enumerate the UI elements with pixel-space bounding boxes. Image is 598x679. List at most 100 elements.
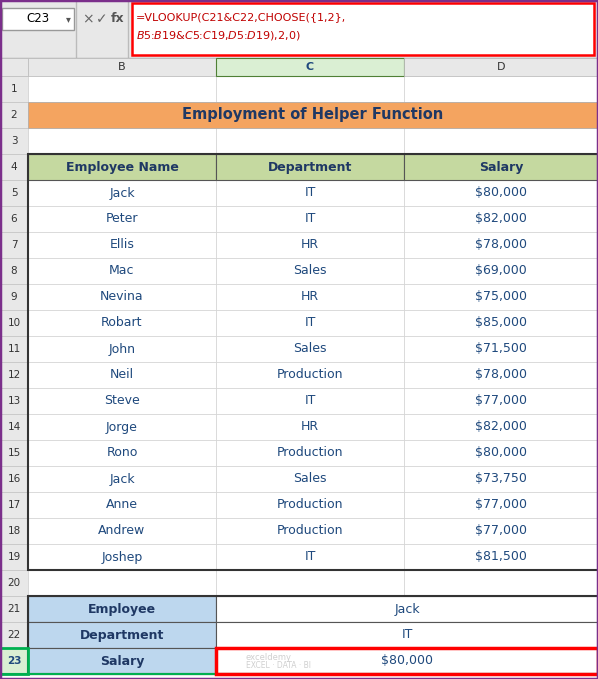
Bar bbox=[28, 622, 216, 648]
Text: exceldemy: exceldemy bbox=[246, 653, 292, 661]
Bar bbox=[0, 128, 28, 154]
Text: IT: IT bbox=[304, 187, 316, 200]
Text: B: B bbox=[118, 62, 126, 72]
Text: Sales: Sales bbox=[293, 342, 327, 356]
Text: Sales: Sales bbox=[293, 265, 327, 278]
Bar bbox=[0, 58, 28, 76]
Text: 23: 23 bbox=[7, 656, 22, 666]
Text: IT: IT bbox=[401, 629, 413, 642]
Text: 20: 20 bbox=[7, 578, 20, 588]
Bar bbox=[216, 58, 404, 76]
Text: Andrew: Andrew bbox=[99, 524, 146, 538]
Bar bbox=[28, 622, 216, 648]
Text: 16: 16 bbox=[7, 474, 20, 484]
Bar bbox=[216, 388, 404, 414]
Bar bbox=[216, 518, 404, 544]
Bar bbox=[28, 336, 216, 362]
Bar bbox=[404, 180, 598, 206]
Text: $77,000: $77,000 bbox=[475, 498, 527, 511]
Bar bbox=[404, 154, 598, 180]
Bar bbox=[0, 58, 598, 76]
Text: C23: C23 bbox=[26, 12, 50, 26]
Text: $80,000: $80,000 bbox=[475, 187, 527, 200]
Bar bbox=[216, 440, 404, 466]
Bar bbox=[0, 518, 28, 544]
Text: Employee Name: Employee Name bbox=[66, 160, 178, 174]
Bar bbox=[28, 596, 598, 674]
Bar bbox=[404, 310, 598, 336]
Bar bbox=[0, 154, 28, 180]
Text: $80,000: $80,000 bbox=[475, 447, 527, 460]
Bar bbox=[0, 440, 28, 466]
Text: Jack: Jack bbox=[109, 473, 135, 485]
Bar bbox=[0, 206, 28, 232]
Text: Mac: Mac bbox=[109, 265, 135, 278]
Text: 18: 18 bbox=[7, 526, 20, 536]
Bar bbox=[0, 414, 28, 440]
Bar bbox=[404, 492, 598, 518]
Bar bbox=[216, 492, 404, 518]
Bar bbox=[216, 596, 404, 622]
Bar bbox=[28, 596, 216, 622]
Text: Department: Department bbox=[268, 160, 352, 174]
Text: =VLOOKUP(C21&C22,CHOOSE({1,2},: =VLOOKUP(C21&C22,CHOOSE({1,2}, bbox=[136, 12, 346, 22]
Text: $71,500: $71,500 bbox=[475, 342, 527, 356]
Text: Department: Department bbox=[80, 629, 164, 642]
Bar bbox=[28, 648, 216, 674]
Bar bbox=[216, 128, 404, 154]
Bar bbox=[216, 102, 404, 128]
Bar bbox=[0, 648, 28, 674]
Bar bbox=[216, 622, 598, 648]
Bar bbox=[0, 492, 28, 518]
Bar bbox=[28, 154, 216, 180]
Bar bbox=[404, 388, 598, 414]
Bar bbox=[404, 128, 598, 154]
Bar bbox=[28, 648, 216, 674]
Bar bbox=[0, 310, 28, 336]
Text: $75,000: $75,000 bbox=[475, 291, 527, 304]
Text: HR: HR bbox=[301, 238, 319, 251]
Bar bbox=[28, 492, 216, 518]
Text: Jack: Jack bbox=[109, 187, 135, 200]
Text: Salary: Salary bbox=[100, 655, 144, 667]
Bar bbox=[0, 180, 28, 206]
Text: HR: HR bbox=[301, 291, 319, 304]
Text: $78,000: $78,000 bbox=[475, 369, 527, 382]
Bar bbox=[28, 544, 216, 570]
Bar bbox=[216, 258, 404, 284]
Text: ×: × bbox=[82, 12, 94, 26]
Text: $85,000: $85,000 bbox=[475, 316, 527, 329]
Bar bbox=[0, 362, 28, 388]
Bar bbox=[0, 622, 28, 648]
Bar bbox=[28, 310, 216, 336]
Bar bbox=[404, 362, 598, 388]
Bar bbox=[0, 648, 28, 674]
Bar bbox=[28, 570, 216, 596]
Bar bbox=[404, 570, 598, 596]
Bar bbox=[28, 440, 216, 466]
Bar bbox=[2, 8, 74, 30]
Bar bbox=[404, 284, 598, 310]
Text: Steve: Steve bbox=[104, 394, 140, 407]
Bar bbox=[28, 596, 216, 622]
Bar bbox=[404, 206, 598, 232]
Bar bbox=[0, 466, 28, 492]
Text: fx: fx bbox=[111, 12, 125, 26]
Bar bbox=[0, 544, 28, 570]
Bar bbox=[216, 648, 404, 674]
Bar bbox=[216, 180, 404, 206]
Bar bbox=[132, 3, 594, 55]
Text: Ellis: Ellis bbox=[109, 238, 135, 251]
Bar bbox=[28, 388, 216, 414]
Bar bbox=[28, 58, 216, 76]
Text: Production: Production bbox=[277, 498, 343, 511]
Bar bbox=[28, 518, 216, 544]
Bar bbox=[216, 336, 404, 362]
Bar bbox=[0, 336, 28, 362]
Bar bbox=[216, 648, 598, 674]
Text: Sales: Sales bbox=[293, 473, 327, 485]
Text: EXCEL · DATA · BI: EXCEL · DATA · BI bbox=[246, 661, 311, 670]
Text: ✓: ✓ bbox=[96, 12, 108, 26]
Bar bbox=[0, 0, 598, 58]
Text: Neil: Neil bbox=[110, 369, 134, 382]
